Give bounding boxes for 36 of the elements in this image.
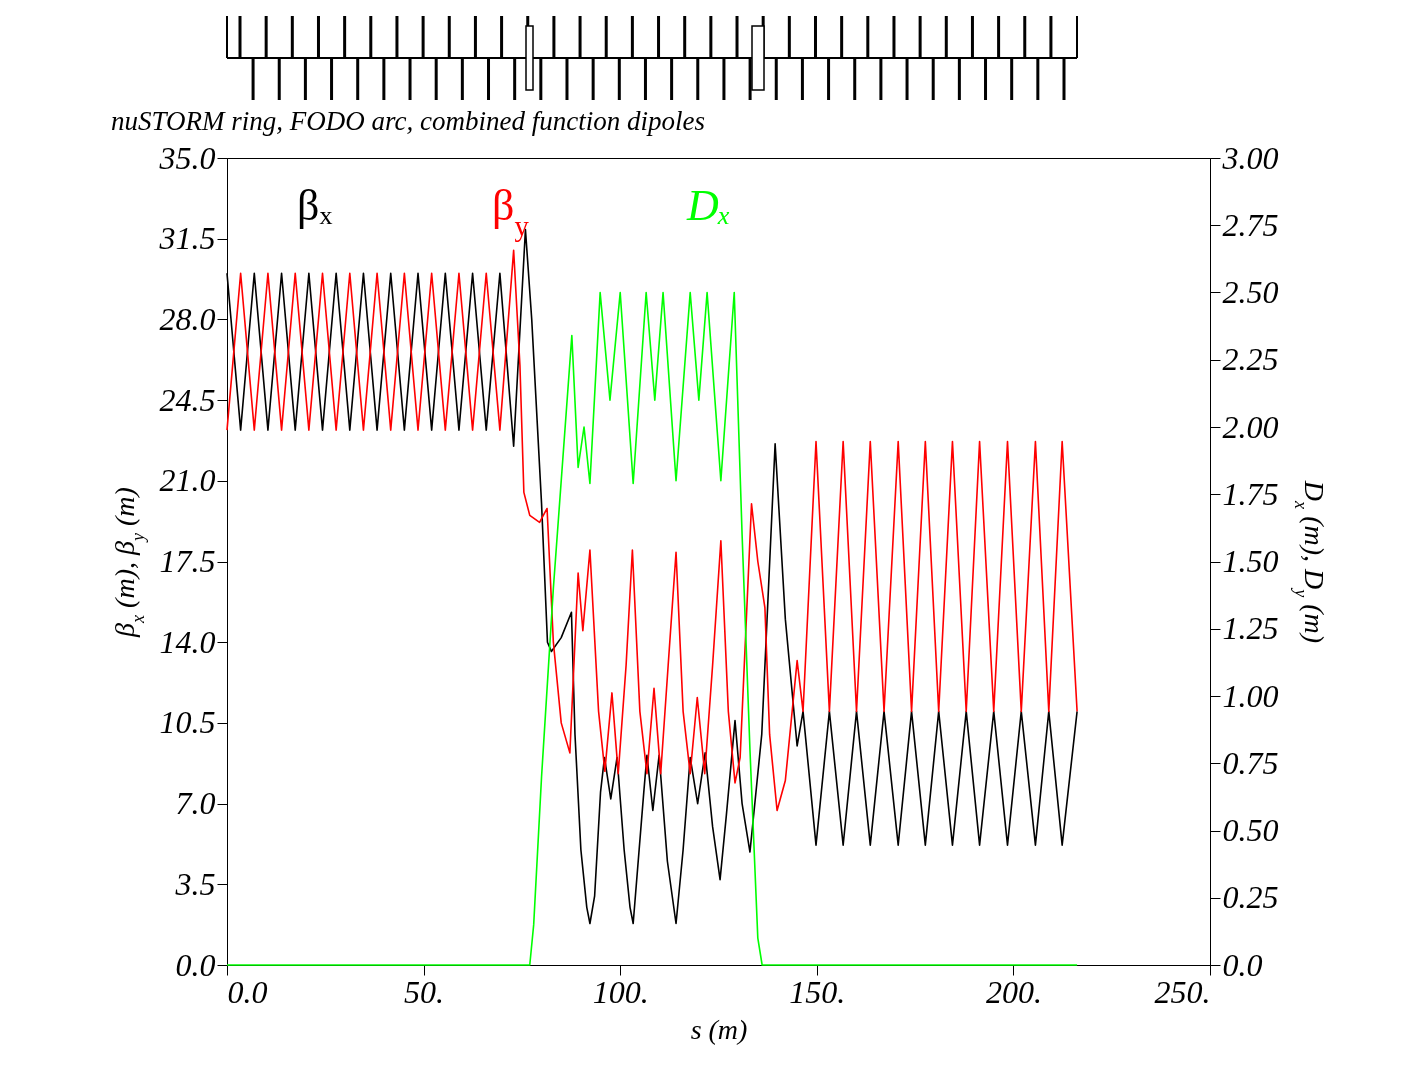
y2-tick-label: 2.00 — [1222, 408, 1279, 445]
y-tick-label: 7.0 — [175, 785, 216, 822]
y2-tick-label: 2.75 — [1222, 206, 1279, 243]
y2-tick-label: 3.00 — [1221, 139, 1279, 176]
y-tick-label: 10.5 — [159, 704, 216, 741]
y2-tick-label: 2.50 — [1222, 274, 1279, 310]
y-tick-label: 24.5 — [159, 381, 216, 418]
chart-title: nuSTORM ring, FODO arc, combined function dipoles — [111, 106, 705, 136]
y-tick-label: 3.5 — [174, 865, 216, 902]
x-tick-label: 50. — [404, 973, 445, 1010]
y2-tick-label: 0.50 — [1222, 812, 1279, 848]
y-tick-label: 17.5 — [159, 543, 216, 579]
y2-tick-label: 0.0 — [1222, 946, 1263, 983]
x-tick-label: 150. — [789, 973, 846, 1010]
x-tick-label: 200. — [985, 973, 1042, 1010]
y2-tick-label: 0.25 — [1222, 879, 1279, 916]
x-tick-label: 100. — [592, 973, 649, 1010]
x-tick-label: 250. — [1154, 973, 1211, 1010]
series-label: Dₓ — [686, 181, 732, 230]
y2-tick-label: 1.75 — [1222, 475, 1279, 512]
y2-tick-label: 1.00 — [1222, 677, 1279, 714]
y2-tick-label: 2.25 — [1222, 341, 1279, 378]
y-tick-label: 35.0 — [158, 139, 216, 176]
line-series — [226, 249, 1078, 812]
y2-tick-label: 1.50 — [1222, 543, 1279, 579]
y-tick-label: 0.0 — [175, 946, 216, 983]
x-tick-label: 0.0 — [227, 973, 268, 1010]
x-axis-title: s (m) — [690, 1013, 748, 1045]
y-tick-label: 31.5 — [158, 220, 216, 257]
y2-tick-label: 1.25 — [1222, 610, 1279, 647]
series-label: βₓ — [297, 181, 333, 230]
y-tick-label: 14.0 — [159, 623, 216, 660]
y2-tick-label: 0.75 — [1222, 744, 1279, 781]
y-tick-label: 28.0 — [159, 300, 216, 337]
y-tick-label: 21.0 — [159, 462, 216, 499]
series-label: β$_{y}$ — [492, 181, 530, 242]
